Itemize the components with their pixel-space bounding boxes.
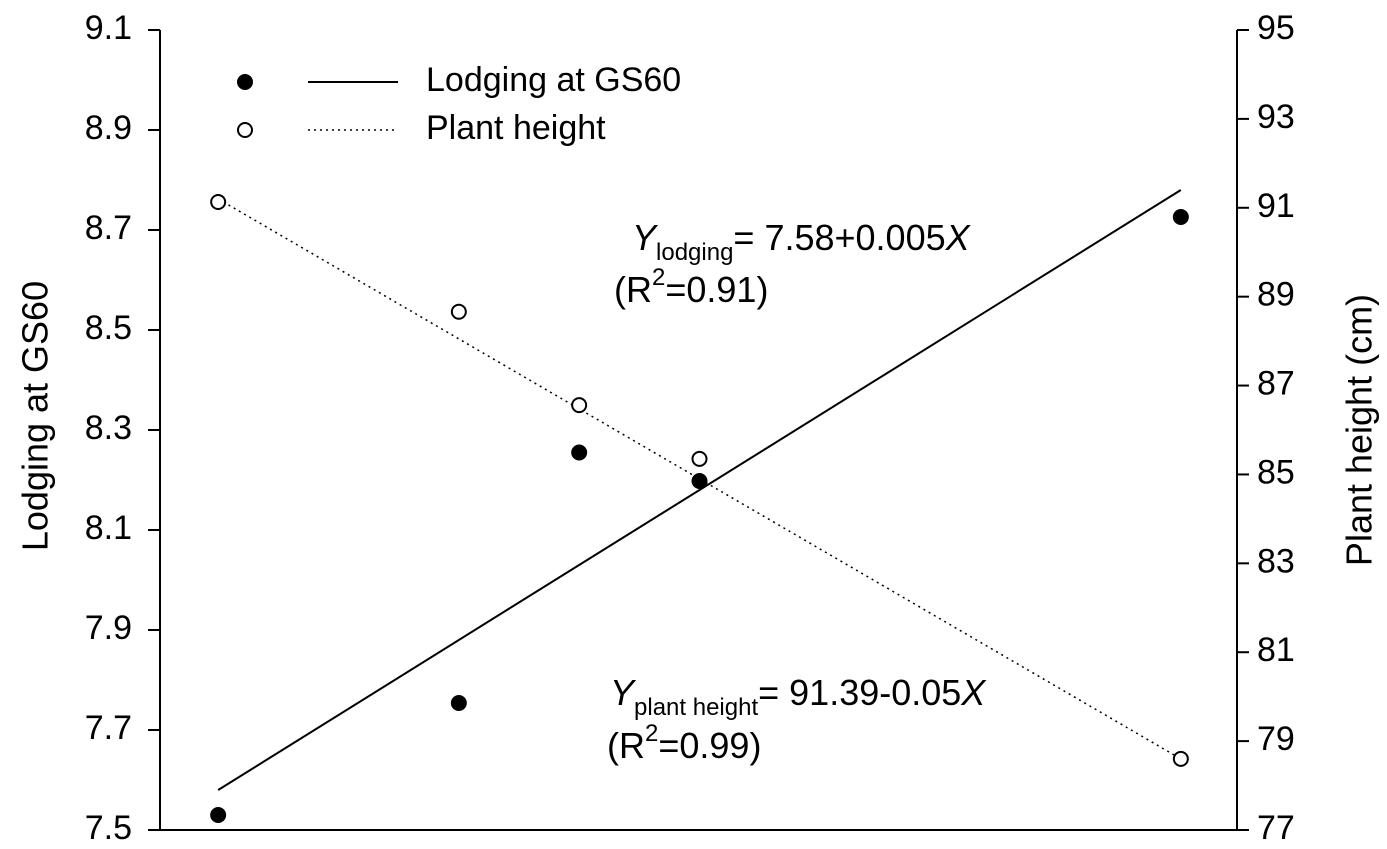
y-tick-label: 8.9	[85, 109, 132, 147]
y-tick-label: 7.9	[85, 609, 132, 647]
y2-tick-label: 79	[1257, 720, 1295, 758]
y2-tick-label: 83	[1257, 542, 1295, 580]
y2-tick-label: 93	[1257, 98, 1295, 136]
y-tick-label: 8.5	[85, 309, 132, 347]
y-tick-label: 7.5	[85, 809, 132, 847]
annotation: (R2=0.91)	[614, 264, 768, 310]
annotation-part: (R	[607, 725, 645, 766]
point	[1172, 209, 1189, 225]
y2-axis-label: Plant height (cm)	[1339, 294, 1380, 566]
y2-tick-label: 87	[1257, 365, 1295, 403]
annotation-part: Y	[610, 672, 637, 713]
point	[691, 473, 708, 489]
legend-marker	[237, 74, 253, 90]
y-tick-label: 8.3	[85, 409, 132, 447]
annotation: (R2=0.99)	[607, 720, 761, 766]
annotation-part: =0.91)	[665, 269, 768, 310]
annotation-part: X	[945, 217, 972, 258]
annotation: Ylodging= 7.58+0.005X	[632, 217, 972, 266]
y2-tick-label: 77	[1257, 809, 1295, 847]
y2-tick-label: 81	[1257, 631, 1295, 669]
annotation-part: = 7.58+0.005	[733, 217, 945, 258]
annotation-part: 2	[652, 264, 665, 291]
legend-marker	[237, 122, 253, 138]
point	[450, 695, 467, 711]
annotation: Yplant height= 91.39-0.05X	[610, 672, 987, 721]
point	[210, 194, 227, 210]
annotation-part: Y	[632, 217, 659, 258]
y-tick-label: 8.1	[85, 509, 132, 547]
y-tick-label: 8.7	[85, 209, 132, 247]
y-axis-label: Lodging at GS60	[15, 281, 56, 551]
y2-tick-label: 89	[1257, 276, 1295, 314]
point	[1172, 750, 1189, 767]
point	[691, 450, 708, 467]
y2-tick-label: 85	[1257, 453, 1295, 491]
y2-tick-label: 95	[1257, 9, 1295, 47]
y-tick-label: 7.7	[85, 709, 132, 747]
point	[450, 303, 467, 320]
annotation-part: = 91.39-0.05	[758, 672, 961, 713]
annotation-part: 2	[645, 720, 658, 747]
annotation-part: X	[960, 672, 987, 713]
legend-label: Plant height	[426, 109, 606, 147]
point	[210, 807, 227, 823]
trend-line	[217, 189, 1182, 791]
annotation-part: plant height	[634, 694, 758, 721]
legend-label: Lodging at GS60	[426, 61, 681, 99]
annotation-part: =0.99)	[658, 725, 761, 766]
annotation-part: (R	[614, 269, 652, 310]
annotation-part: lodging	[656, 239, 733, 266]
point	[571, 397, 588, 414]
y-tick-label: 9.1	[85, 9, 132, 47]
point	[571, 444, 588, 461]
y2-tick-label: 91	[1257, 187, 1295, 225]
